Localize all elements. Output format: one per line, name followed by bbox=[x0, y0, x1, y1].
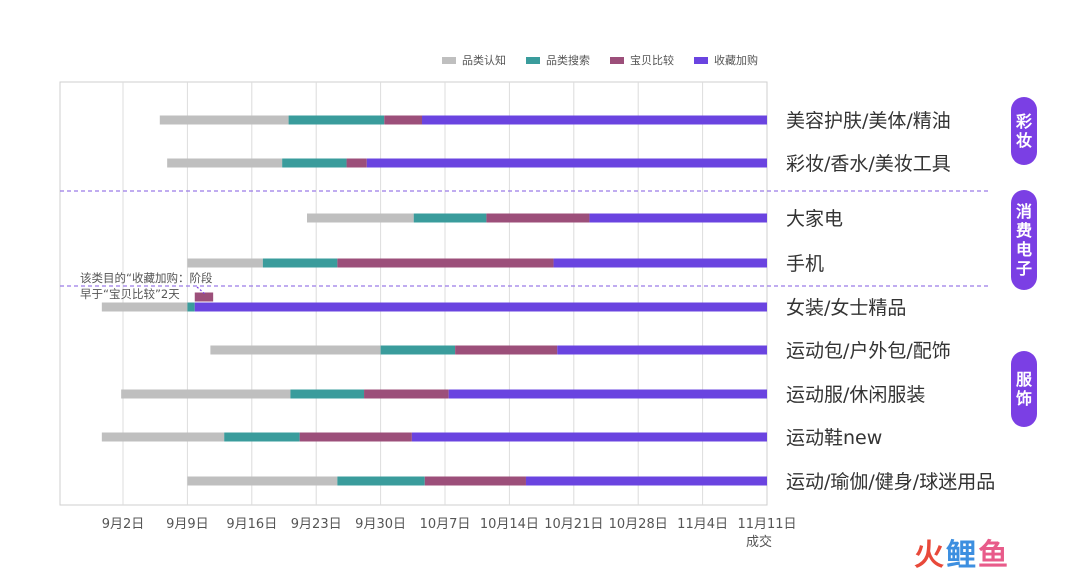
legend-label: 品类认知 bbox=[462, 54, 506, 67]
bar-segment bbox=[187, 476, 338, 486]
bar-segment bbox=[194, 302, 767, 312]
bar-segment bbox=[307, 213, 414, 223]
x-tick-label: 10月28日 bbox=[609, 517, 668, 532]
bar-segment bbox=[337, 476, 425, 486]
plot-frame bbox=[59, 81, 768, 506]
bar-segment bbox=[159, 115, 289, 125]
group-dividers bbox=[60, 190, 990, 287]
category-label: 运动鞋new bbox=[786, 427, 882, 449]
category-label: 大家电 bbox=[786, 208, 843, 230]
x-tick-label: 9月9日 bbox=[166, 517, 209, 532]
bar-segment bbox=[589, 213, 767, 223]
x-tick-label: 10月21日 bbox=[544, 517, 603, 532]
legend-swatch bbox=[442, 56, 456, 64]
bar-segment bbox=[210, 345, 381, 355]
bar-segment bbox=[455, 345, 558, 355]
bar-segment bbox=[422, 115, 767, 125]
category-label: 运动包/户外包/配饰 bbox=[786, 340, 951, 362]
bar-segment bbox=[448, 389, 767, 399]
legend-item: 品类认知 bbox=[442, 52, 506, 68]
bar-segment bbox=[557, 345, 767, 355]
legend-label: 收藏加购 bbox=[714, 54, 758, 67]
bar-segment bbox=[366, 158, 767, 168]
bar-segment bbox=[288, 115, 385, 125]
bar-segment bbox=[224, 432, 300, 442]
annotation-line: 早于“宝贝比较”2天 bbox=[80, 287, 180, 301]
x-tick-label: 10月7日 bbox=[420, 517, 471, 532]
bar-segment bbox=[364, 389, 449, 399]
bar-segment bbox=[380, 345, 456, 355]
group-badge-electronics: 消费电子 bbox=[1011, 190, 1037, 290]
annotation: 该类目的“收藏加购：阶段 早于“宝贝比较”2天 bbox=[80, 270, 212, 302]
x-end-label: 成交 bbox=[746, 534, 772, 550]
logo-char: 鲤 bbox=[946, 538, 978, 573]
category-label: 手机 bbox=[786, 253, 824, 275]
x-tick-label: 11月4日 bbox=[677, 517, 728, 532]
bar-segment bbox=[553, 258, 767, 268]
bar-segment bbox=[299, 432, 412, 442]
bar-segment bbox=[187, 302, 195, 312]
x-tick-label: 9月23日 bbox=[291, 517, 342, 532]
logo-char: 鱼 bbox=[978, 538, 1010, 573]
bar-segment bbox=[346, 158, 367, 168]
logo-char: 火 bbox=[914, 538, 946, 573]
bar-segment bbox=[486, 213, 590, 223]
bar-segment bbox=[337, 258, 554, 268]
bar-segment bbox=[384, 115, 422, 125]
bar-segment bbox=[121, 389, 291, 399]
legend-swatch bbox=[610, 56, 624, 64]
x-tick-labels: 9月2日 9月9日 9月16日 9月23日 9月30日 10月7日 10月14日 10月21日… bbox=[102, 517, 797, 550]
category-label: 运动服/休闲服装 bbox=[786, 384, 925, 406]
legend-label: 品类搜索 bbox=[546, 54, 590, 67]
bars bbox=[101, 115, 767, 486]
bar-segment bbox=[282, 158, 347, 168]
group-badge-apparel: 服饰 bbox=[1011, 351, 1037, 427]
x-tick-label: 9月2日 bbox=[102, 517, 145, 532]
category-label: 美容护肤/美体/精油 bbox=[786, 110, 951, 132]
bar-segment bbox=[187, 258, 263, 268]
legend-item: 品类搜索 bbox=[526, 52, 590, 68]
category-label: 彩妆/香水/美妆工具 bbox=[786, 153, 951, 175]
category-labels: 美容护肤/美体/精油彩妆/香水/美妆工具大家电手机女装/女士精品运动包/户外包/… bbox=[786, 110, 995, 493]
annotation-line: 该类目的“收藏加购：阶段 bbox=[80, 271, 213, 285]
group-badge-makeup: 彩妆 bbox=[1011, 97, 1037, 165]
legend-item: 宝贝比较 bbox=[610, 52, 674, 68]
bar-segment bbox=[290, 389, 365, 399]
category-label: 运动/瑜伽/健身/球迷用品 bbox=[786, 471, 995, 493]
x-tick-label: 10月14日 bbox=[480, 517, 539, 532]
bar-segment bbox=[262, 258, 338, 268]
legend: 品类认知 品类搜索 宝贝比较 收藏加购 bbox=[442, 52, 758, 68]
category-label: 女装/女士精品 bbox=[786, 297, 906, 319]
x-tick-label: 11月11日 bbox=[737, 517, 796, 532]
legend-item: 收藏加购 bbox=[694, 52, 758, 68]
logo: 火鲤鱼 bbox=[914, 530, 1010, 574]
legend-swatch bbox=[694, 56, 708, 64]
bar-segment bbox=[167, 158, 283, 168]
bar-segment-extra bbox=[194, 292, 214, 302]
legend-label: 宝贝比较 bbox=[630, 54, 674, 67]
legend-swatch bbox=[526, 56, 540, 64]
annotation-pointer bbox=[196, 286, 206, 295]
x-tick-label: 9月16日 bbox=[226, 517, 277, 532]
bar-segment bbox=[411, 432, 767, 442]
bar-segment bbox=[525, 476, 767, 486]
bar-segment bbox=[424, 476, 526, 486]
bar-segment bbox=[413, 213, 487, 223]
x-tick-label: 9月30日 bbox=[355, 517, 406, 532]
bar-segment bbox=[101, 432, 225, 442]
bar-segment bbox=[101, 302, 188, 312]
